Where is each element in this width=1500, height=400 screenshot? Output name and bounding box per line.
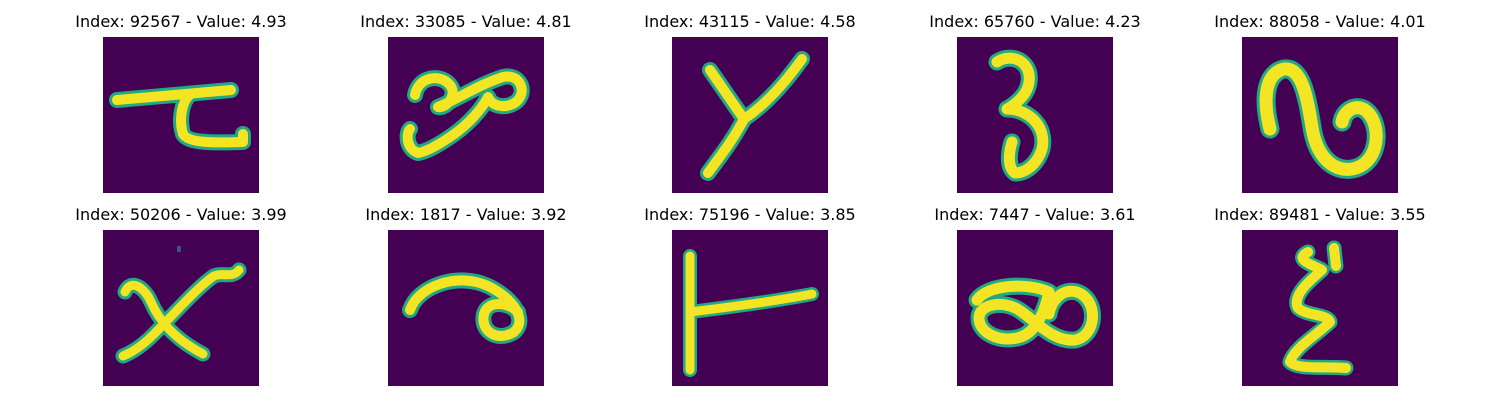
handwritten-stroke [988,49,1052,182]
handwritten-stroke [1256,59,1386,179]
character-image [957,230,1113,386]
handwritten-stroke [683,249,819,377]
character-image [672,37,828,193]
tile-title: Index: 75196 - Value: 3.85 [644,205,856,224]
tile-title: Index: 89481 - Value: 3.55 [1214,205,1426,224]
character-image [103,230,259,386]
tile-title: Index: 7447 - Value: 3.61 [934,205,1136,224]
tile-title: Index: 50206 - Value: 3.99 [75,205,287,224]
tile-title: Index: 88058 - Value: 4.01 [1214,12,1426,31]
tile-title: Index: 33085 - Value: 4.81 [360,12,572,31]
tile-title: Index: 1817 - Value: 3.92 [365,205,567,224]
character-image [672,230,828,386]
character-image [1242,37,1398,193]
character-image [388,37,544,193]
character-image [103,37,259,193]
noise-speck [177,246,181,252]
handwritten-stroke [402,272,528,344]
handwritten-stroke [399,68,530,161]
handwritten-stroke [700,51,810,181]
handwritten-stroke [1282,240,1354,376]
handwritten-stroke [115,262,247,364]
handwritten-stroke [109,82,251,151]
character-image [388,230,544,386]
tile-title: Index: 43115 - Value: 4.58 [644,12,856,31]
tile-title: Index: 65760 - Value: 4.23 [929,12,1141,31]
tile-title: Index: 92567 - Value: 4.93 [75,12,287,31]
handwritten-stroke [968,277,1101,349]
character-image [1242,230,1398,386]
character-image [957,37,1113,193]
